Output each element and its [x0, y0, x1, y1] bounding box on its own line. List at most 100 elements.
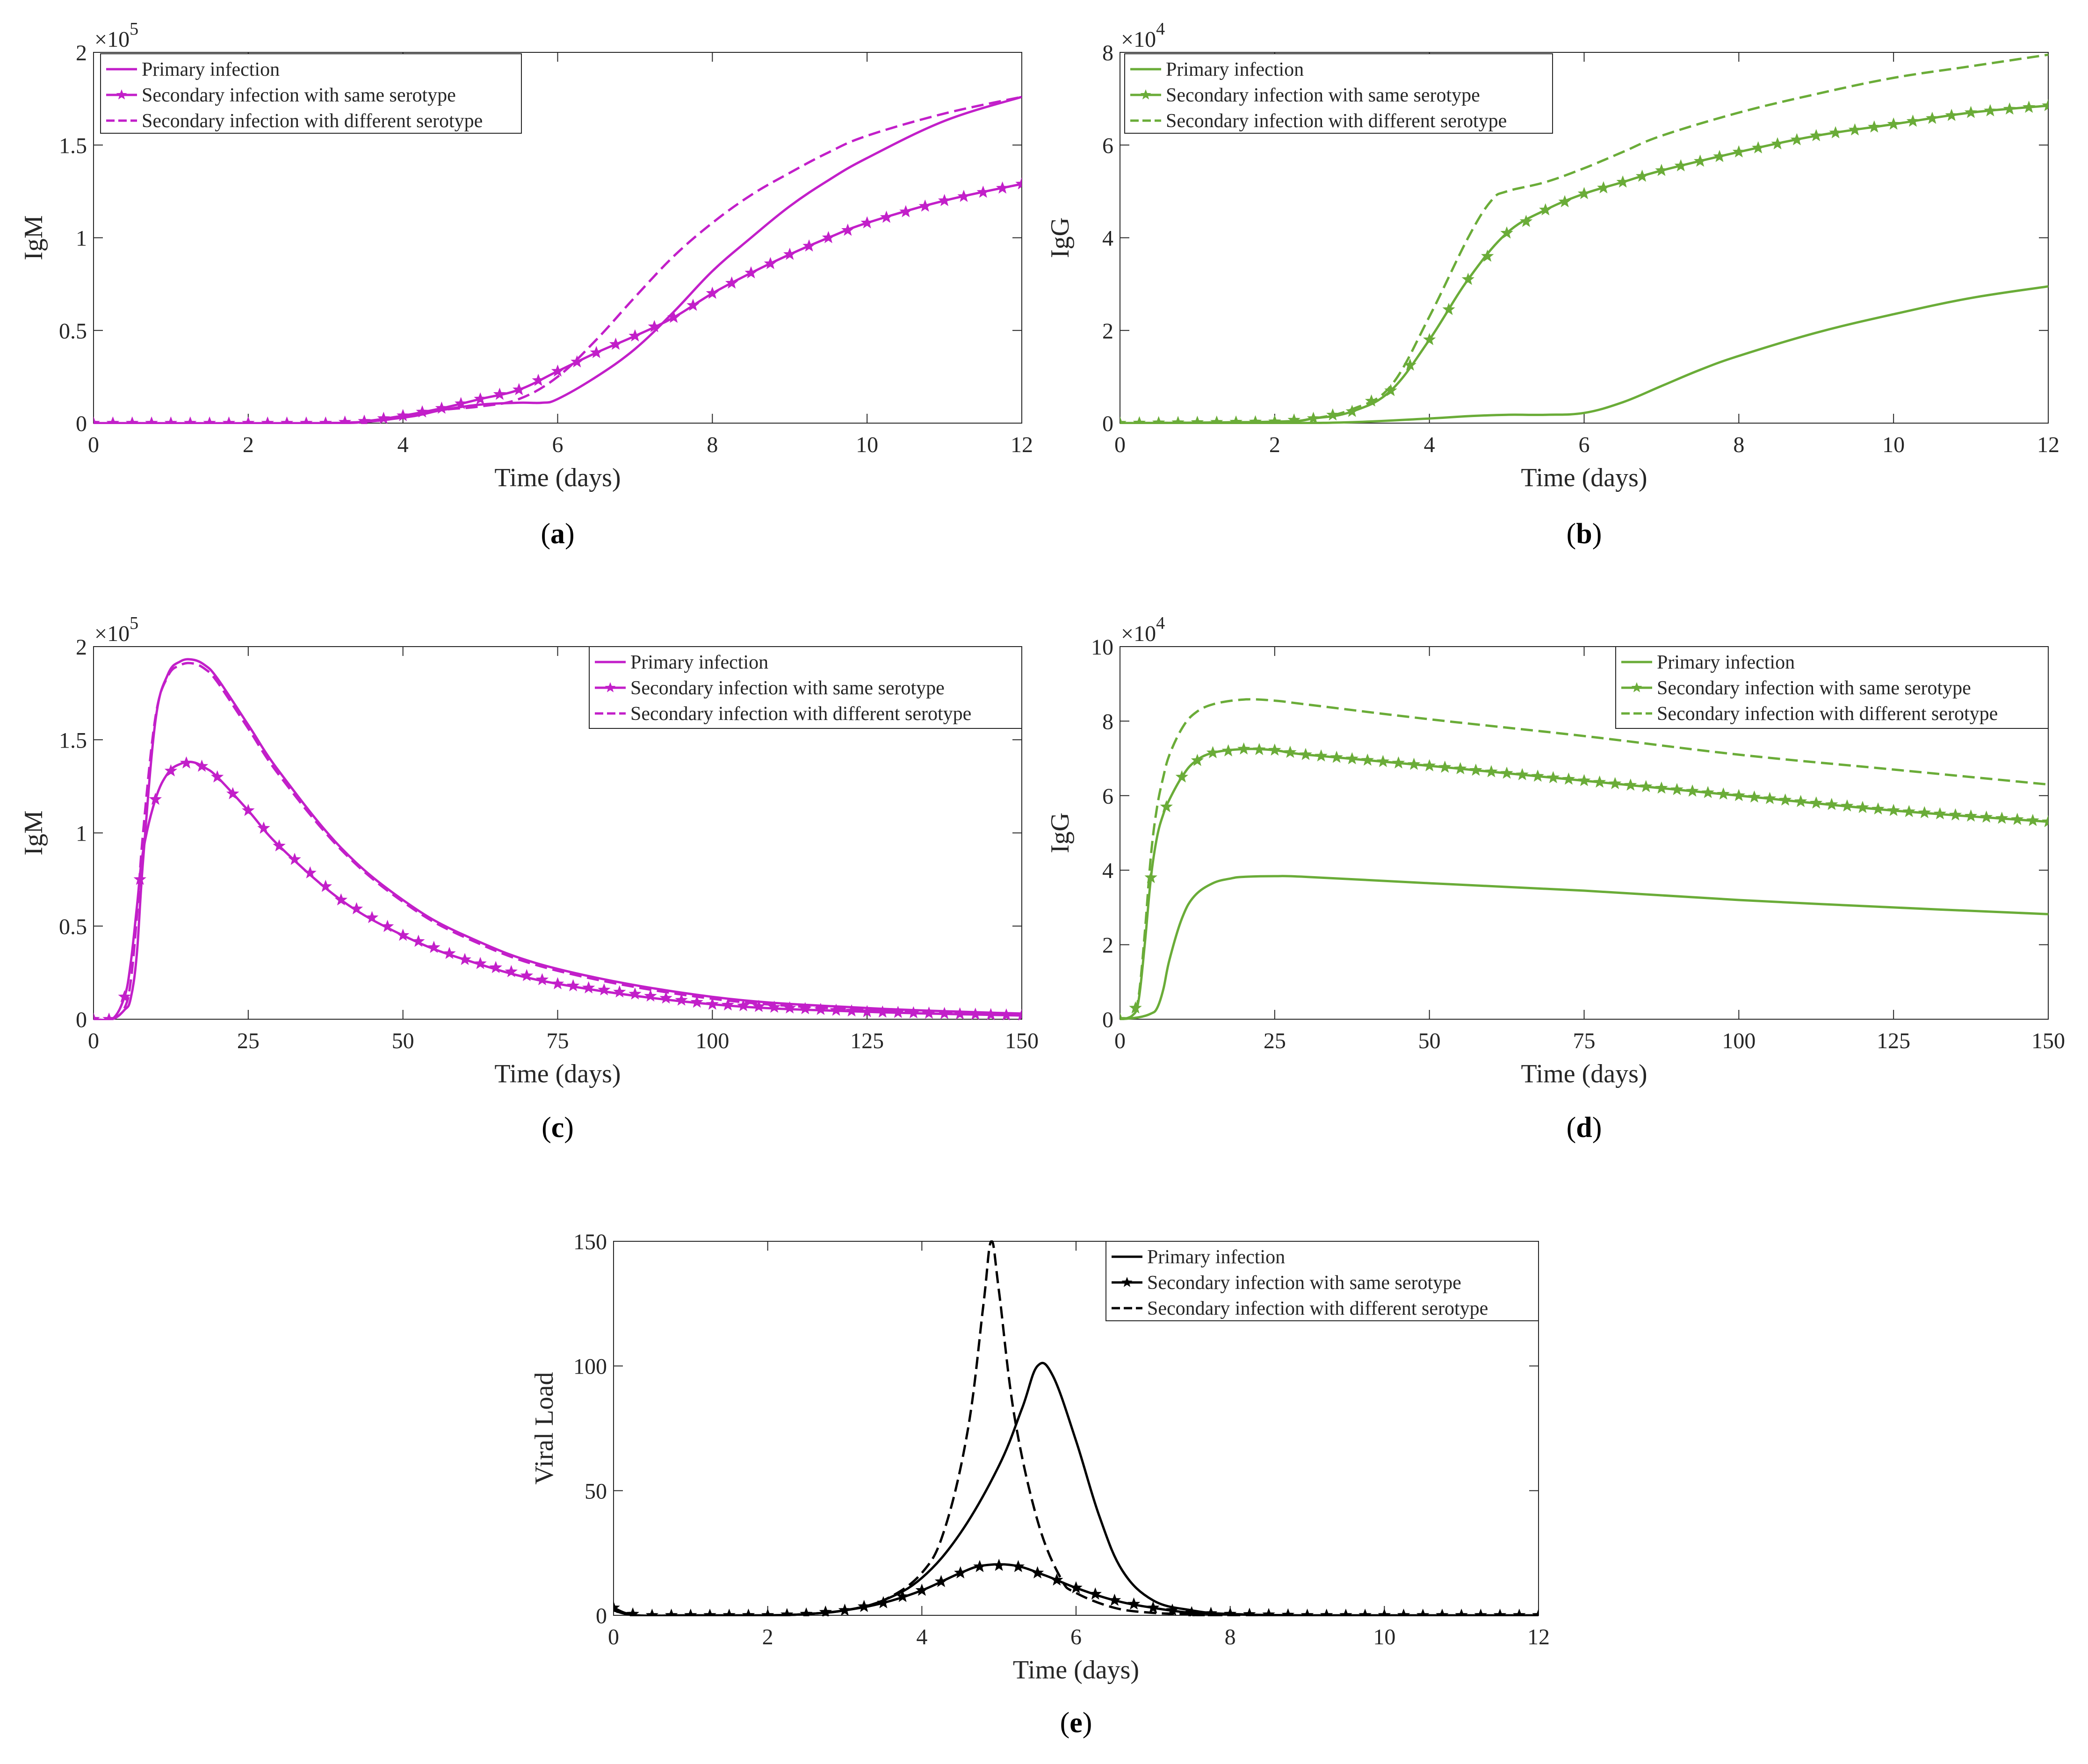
series-marker — [973, 1560, 986, 1572]
series-marker — [1949, 808, 1962, 821]
series-marker — [458, 953, 471, 965]
x-tick-label: 125 — [1877, 1029, 1910, 1053]
series-marker — [1825, 798, 1838, 810]
y-axis-label: IgM — [19, 215, 48, 260]
series-marker — [1748, 790, 1761, 803]
series-marker — [1262, 1608, 1275, 1616]
caption-letter: b — [1576, 518, 1592, 550]
series-marker — [493, 388, 506, 400]
series-marker — [1204, 1606, 1218, 1616]
series-marker — [1887, 117, 1900, 130]
series-marker — [1732, 145, 1746, 158]
series-marker — [582, 981, 595, 994]
x-axis-label: Time (days) — [494, 1059, 621, 1088]
series-marker — [118, 990, 131, 1002]
y-tick-label: 4 — [1102, 858, 1113, 883]
series-marker — [381, 920, 394, 932]
series-marker — [1686, 784, 1699, 797]
series-marker — [474, 392, 487, 405]
panel-caption: (c) — [542, 1112, 574, 1144]
series-marker — [841, 223, 854, 236]
series-marker — [1577, 187, 1591, 199]
series-marker — [412, 935, 425, 947]
exponent-label: ×105 — [94, 19, 138, 52]
x-tick-label: 4 — [397, 432, 409, 457]
exponent-power: 5 — [130, 613, 138, 633]
series-marker — [1713, 150, 1726, 162]
series-marker — [1438, 760, 1452, 773]
exponent-base: ×10 — [94, 621, 130, 646]
legend-label-1: Primary infection — [142, 59, 280, 80]
y-tick-label: 2 — [1102, 319, 1113, 344]
series-marker — [598, 983, 611, 996]
series-marker — [954, 1566, 967, 1579]
series-marker — [455, 396, 468, 410]
series-marker — [1624, 778, 1637, 791]
series-marker — [648, 320, 661, 332]
x-tick-label: 10 — [1373, 1625, 1395, 1649]
legend-label-2: Secondary infection with same serotype — [1657, 677, 1971, 699]
y-axis-label: IgG — [1046, 217, 1075, 258]
series-marker — [571, 355, 584, 367]
series-marker — [1732, 789, 1746, 801]
y-tick-label: 0.5 — [59, 319, 87, 344]
legend-label-1: Primary infection — [1657, 652, 1795, 673]
legend-star-marker — [1631, 682, 1642, 692]
series-marker — [1315, 749, 1328, 762]
series-marker — [645, 1608, 659, 1616]
series-marker — [1423, 333, 1436, 346]
x-tick-label: 6 — [1070, 1625, 1082, 1649]
y-tick-label: 1.5 — [59, 133, 87, 158]
series-marker — [1964, 106, 1978, 118]
series-marker — [1519, 215, 1533, 227]
series-marker — [210, 770, 224, 783]
series-marker — [1299, 748, 1312, 760]
series-marker — [590, 346, 603, 358]
exponent-base: ×10 — [94, 27, 130, 52]
series-line-1 — [1120, 285, 2048, 424]
series-marker — [609, 338, 622, 350]
legend-label-3: Secondary infection with different serot… — [1657, 703, 1998, 725]
series-marker — [1384, 384, 1397, 396]
legend-box — [589, 646, 1022, 729]
series-marker — [288, 852, 301, 865]
y-tick-label: 8 — [1102, 709, 1113, 734]
series-marker — [2026, 814, 2039, 826]
series-marker — [1635, 169, 1649, 182]
series-marker — [1423, 759, 1436, 771]
exponent-label: ×104 — [1121, 613, 1165, 646]
series-marker — [427, 941, 441, 953]
x-tick-label: 2 — [243, 432, 254, 457]
x-tick-label: 8 — [1225, 1625, 1236, 1649]
series-marker — [1674, 159, 1687, 172]
x-tick-label: 0 — [608, 1625, 619, 1649]
series-line-2 — [1120, 748, 2048, 1020]
legend-b: Primary infection Secondary infection wit… — [1124, 53, 1553, 134]
series-marker — [1655, 164, 1668, 176]
series-marker — [802, 239, 816, 252]
y-tick-label: 0 — [1102, 1008, 1113, 1032]
series-marker — [915, 1584, 929, 1596]
series-marker — [880, 210, 893, 223]
series-marker — [566, 979, 580, 992]
series-marker — [1516, 768, 1529, 780]
y-tick-label: 0 — [76, 411, 87, 436]
series-marker — [1392, 756, 1405, 769]
series-marker — [1616, 175, 1629, 188]
legend-box — [1124, 53, 1553, 134]
series-marker — [474, 957, 487, 969]
series-marker — [1829, 126, 1842, 138]
caption-open: ( — [541, 518, 550, 550]
legend-label-1: Primary infection — [630, 652, 768, 673]
series-marker — [1361, 753, 1374, 766]
series-group-e — [614, 1240, 1539, 1616]
series-marker — [1763, 792, 1777, 804]
series-marker — [1011, 1560, 1025, 1572]
series-marker — [938, 194, 951, 206]
y-tick-label: 10 — [1091, 635, 1113, 660]
series-marker — [149, 792, 162, 805]
y-tick-label: 100 — [573, 1354, 607, 1379]
legend-label-1: Primary infection — [1147, 1246, 1285, 1268]
series-marker — [1539, 203, 1552, 216]
legend-label-3: Secondary infection with different serot… — [1166, 110, 1507, 132]
